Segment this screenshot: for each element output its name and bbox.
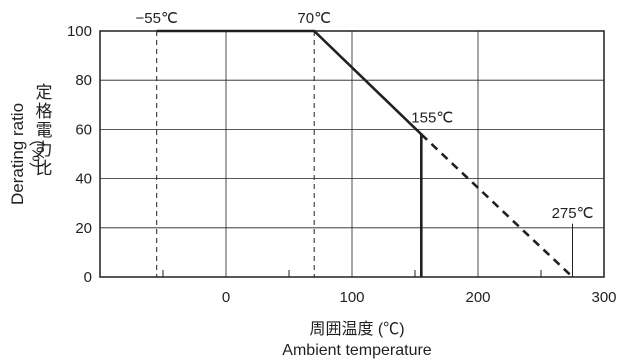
series-group [156,29,574,278]
x-tick-label: 100 [339,289,364,306]
annotation-label: 155℃ [411,109,453,126]
y-axis-label-jp-char: 格 [36,102,53,121]
annotation-label: −55℃ [136,10,178,27]
y-axis-label-jp-char: 比 [36,159,53,178]
x-axis-label-jp: 周囲温度 (℃) [309,320,404,338]
y-tick-label: 20 [75,220,92,237]
y-axis-label-unit: （%） [29,129,48,178]
series-dashed-line [420,133,574,278]
x-tick-label: 0 [222,289,230,306]
annotation-label: 70℃ [297,10,331,27]
y-axis-label-jp-char: 電 [36,121,53,140]
y-axis-label-jp-char: 力 [36,140,53,159]
y-tick-label: 0 [84,269,92,286]
reference-lines [156,31,573,277]
annotations: −55℃ 70℃ 155℃ 275℃ [136,10,594,222]
y-tick-label: 60 [75,121,92,138]
y-tick-label: 80 [75,72,92,89]
series-solid-line [156,29,423,277]
x-tick-label: 300 [591,289,616,306]
grid [100,31,604,277]
x-axis-label-en: Ambient temperature [282,342,432,359]
ticks [162,270,542,277]
tick-labels: 0 20 40 60 80 100 0 100 200 300 [67,23,617,306]
y-tick-label: 100 [67,23,92,40]
y-tick-label: 40 [75,171,92,188]
y-axis-label-jp-char: 定 [36,83,53,102]
annotation-label: 275℃ [552,205,594,222]
y-axis-label-en: Derating ratio [8,103,27,205]
x-tick-label: 200 [465,289,490,306]
plot-frame [99,30,605,278]
